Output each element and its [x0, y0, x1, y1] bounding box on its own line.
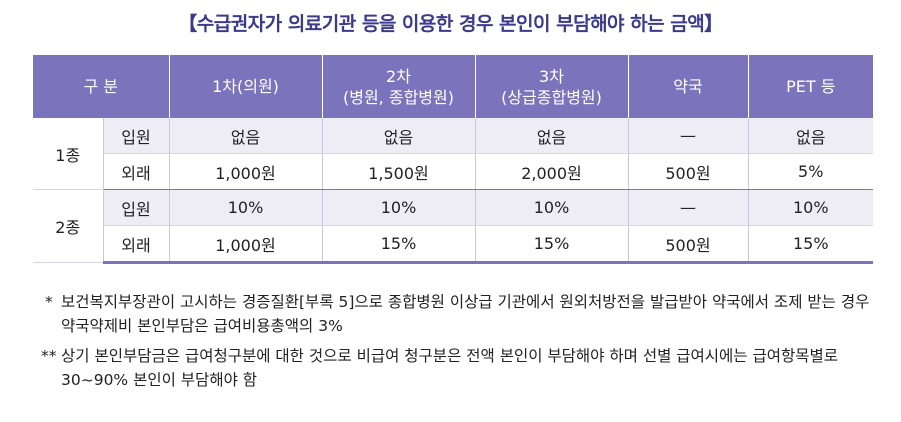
footnote-text: 상기 본인부담금은 급여청구분에 대한 것으로 비급여 청구분은 전액 본인이 …: [61, 347, 839, 389]
table-row: 1종 입원 없음 없음 없음 — 없음: [33, 118, 873, 190]
table-cell: 1,000원: [168, 225, 323, 264]
footnote: * 보건복지부장관이 고시하는 경증질환[부록 5]으로 종합병원 이상급 기관…: [45, 290, 875, 338]
header-pet: PET 등: [747, 55, 873, 118]
table-cell: 없음: [321, 118, 476, 154]
header-secondary-line1: 2차: [386, 66, 411, 86]
group-label: 1종: [33, 118, 104, 190]
row-type: 외래: [103, 225, 170, 264]
row-type: 입원: [102, 189, 170, 226]
table-cell: 10%: [474, 189, 629, 226]
table-cell: 1,000원: [168, 153, 323, 190]
table-cell: 500원: [627, 225, 749, 264]
footnotes: * 보건복지부장관이 고시하는 경증질환[부록 5]으로 종합병원 이상급 기관…: [41, 290, 875, 398]
page-title: 【수급권자가 의료기관 등을 이용한 경우 본인이 부담해야 하는 금액】: [178, 13, 723, 35]
table-cell: —: [627, 189, 749, 226]
table-cell: 없음: [168, 118, 323, 154]
header-category: 구 분: [33, 55, 170, 118]
table-cell: 1,500원: [321, 153, 476, 190]
row-type: 입원: [102, 118, 170, 154]
table-row: 외래 1,000원 1,500원 2,000원 500원 5%: [33, 153, 873, 190]
header-tertiary-line2: (상급종합병원): [501, 87, 602, 107]
table-row: 2종 입원 10% 10% 10% — 10%: [33, 189, 873, 263]
table-cell: 없음: [747, 118, 873, 154]
header-pharmacy: 약국: [627, 55, 749, 118]
row-type: 외래: [103, 153, 170, 190]
table-cell: 10%: [321, 189, 476, 226]
table-cell: 500원: [627, 153, 749, 190]
group-label: 2종: [33, 189, 104, 263]
table-cell: 15%: [321, 225, 476, 264]
footnote-text: 보건복지부장관이 고시하는 경증질환[부록 5]으로 종합병원 이상급 기관에서…: [61, 293, 870, 335]
footnote-mark: *: [45, 293, 53, 311]
header-tertiary-line1: 3차: [539, 66, 564, 86]
footnote-mark: **: [41, 347, 57, 365]
table-cell: —: [627, 118, 749, 154]
table-cell: 15%: [474, 225, 629, 264]
header-primary: 1차(의원): [168, 55, 323, 118]
header-secondary: 2차 (병원, 종합병원): [321, 55, 476, 118]
footnote: ** 상기 본인부담금은 급여청구분에 대한 것으로 비급여 청구분은 전액 본…: [41, 344, 875, 392]
table-cell: 15%: [747, 225, 873, 264]
table-cell: 5%: [747, 153, 873, 190]
table-header-row: 구 분 1차(의원) 2차 (병원, 종합병원) 3차 (상급종합병원) 약국 …: [33, 55, 873, 118]
copay-table: 구 분 1차(의원) 2차 (병원, 종합병원) 3차 (상급종합병원) 약국 …: [33, 55, 873, 264]
table-cell: 2,000원: [474, 153, 629, 190]
table-cell: 없음: [474, 118, 629, 154]
header-tertiary: 3차 (상급종합병원): [474, 55, 629, 118]
table-row: 외래 1,000원 15% 15% 500원 15%: [33, 225, 873, 264]
header-secondary-line2: (병원, 종합병원): [343, 87, 454, 107]
table-cell: 10%: [747, 189, 873, 226]
table-cell: 10%: [168, 189, 323, 226]
